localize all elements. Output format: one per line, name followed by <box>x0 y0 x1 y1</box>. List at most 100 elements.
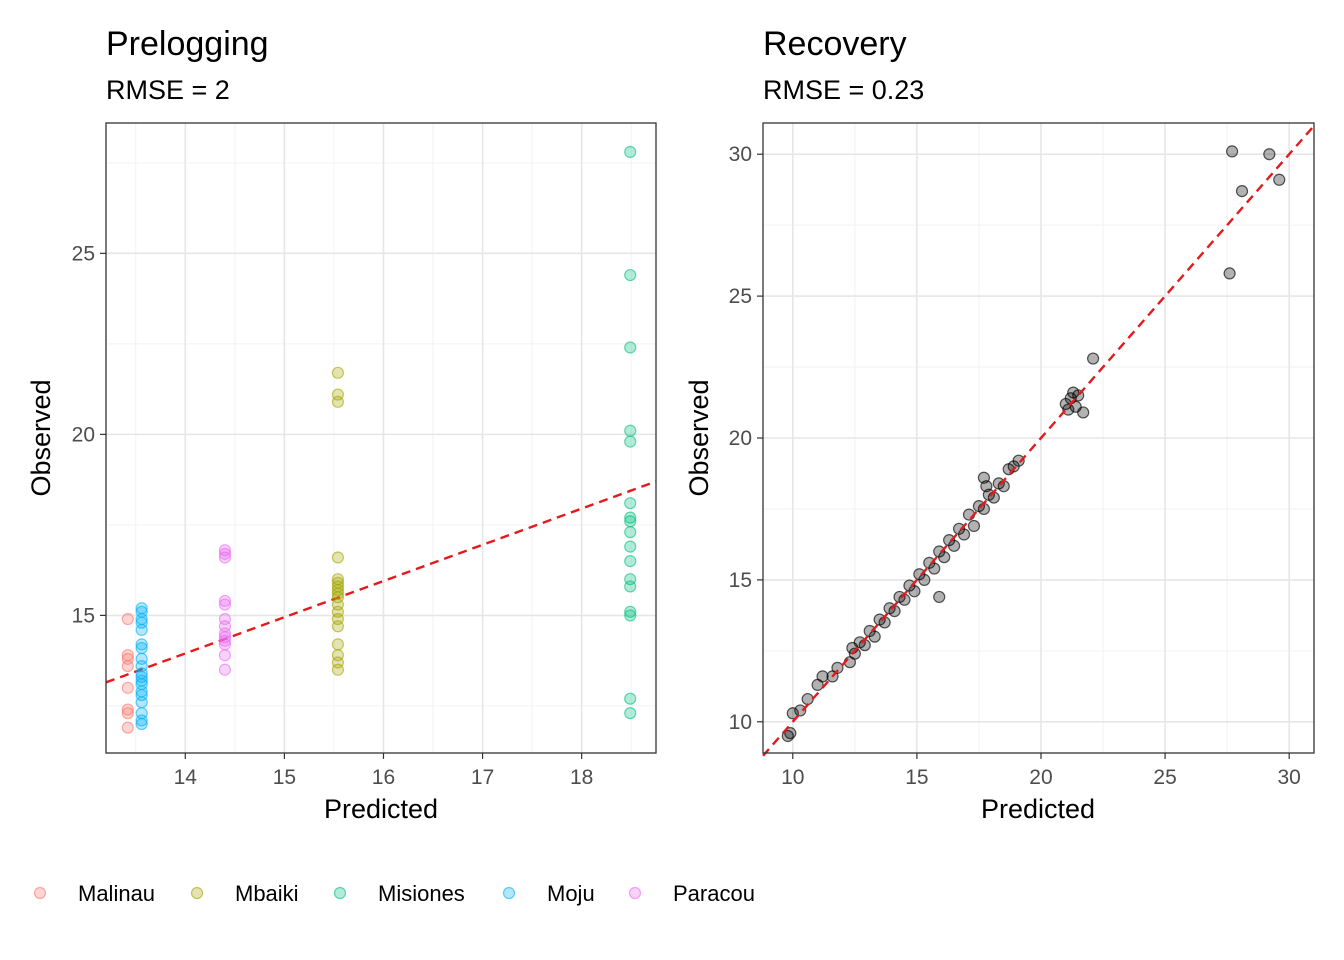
data-point <box>1225 145 1239 158</box>
x-tick-label: 25 <box>1153 766 1176 789</box>
data-point <box>786 707 799 720</box>
data-point-paracou <box>218 634 232 647</box>
data-point-mbaiki <box>331 551 344 564</box>
data-point-misiones <box>624 580 637 593</box>
fit-line <box>105 480 657 684</box>
data-point-misiones <box>624 605 637 618</box>
x-tick-label: 15 <box>273 766 296 789</box>
data-point-misiones <box>624 511 637 524</box>
data-point-moju <box>135 714 148 727</box>
data-point-misiones <box>624 526 637 539</box>
legend-key <box>33 886 47 900</box>
data-point-misiones <box>624 692 637 705</box>
x-axis-label: Predicted <box>981 794 1095 824</box>
data-point-paracou <box>218 594 232 608</box>
chart-subtitle: RMSE = 0.23 <box>763 75 924 105</box>
data-point-moju <box>135 717 148 731</box>
fit-line-dashed <box>762 125 1315 757</box>
data-point-misiones <box>624 497 637 510</box>
legend-item-mbaiki: Mbaiki <box>190 881 299 906</box>
gridlines <box>763 123 1314 753</box>
data-point <box>831 661 844 674</box>
legend-label: Paracou <box>673 881 755 906</box>
data-point <box>987 491 1000 504</box>
legend-key <box>190 886 204 900</box>
y-axis-label: Observed <box>26 379 56 496</box>
data-point <box>888 605 901 618</box>
data-point <box>938 551 951 564</box>
data-point <box>967 519 981 533</box>
data-point <box>868 630 881 643</box>
data-point-misiones <box>624 555 637 568</box>
fit-line-dashed <box>105 480 657 684</box>
x-axis: 14 15 16 17 18 <box>174 753 593 789</box>
panel-recovery: Recovery RMSE = 0.23 10 15 20 25 30 10 15 20 25… <box>684 25 1315 824</box>
data-point-paracou <box>218 551 232 564</box>
data-point-mbaiki <box>331 395 344 408</box>
legend-label: Misiones <box>378 881 465 906</box>
data-points <box>121 145 637 734</box>
data-point-misiones <box>624 341 637 354</box>
plot-frame <box>105 122 657 754</box>
chart-subtitle: RMSE = 2 <box>106 75 230 105</box>
data-point-misiones <box>624 515 637 528</box>
data-point-mbaiki <box>331 620 344 633</box>
legend-item-paracou: Paracou <box>628 881 755 906</box>
data-point <box>980 480 993 493</box>
y-axis-label: Observed <box>684 379 714 496</box>
legend-item-malinau: Malinau <box>33 881 155 906</box>
chart-title: Prelogging <box>106 25 269 63</box>
data-point-moju <box>135 696 148 709</box>
data-point <box>1223 267 1236 280</box>
data-point-malinau <box>121 721 134 734</box>
data-point-malinau <box>121 681 134 694</box>
data-point-mbaiki <box>331 366 344 379</box>
data-point <box>898 593 911 606</box>
data-point-misiones <box>624 145 637 159</box>
data-point <box>848 647 861 660</box>
y-tick-label: 20 <box>72 423 95 446</box>
y-tick-label: 20 <box>729 427 752 450</box>
data-point <box>1087 352 1100 365</box>
data-point <box>928 562 941 575</box>
legend-label: Moju <box>547 881 595 906</box>
y-tick-label: 30 <box>729 143 752 166</box>
y-axis: 15 20 25 <box>72 242 106 627</box>
data-point-paracou <box>218 598 232 611</box>
data-point <box>858 639 871 652</box>
data-point-paracou <box>218 649 232 662</box>
data-point-misiones <box>624 707 637 720</box>
y-axis: 10 15 20 25 30 <box>729 143 763 734</box>
legend: Malinau Mbaiki Misiones Moju Paracou <box>33 881 755 906</box>
y-tick-label: 15 <box>729 569 752 592</box>
data-point <box>794 704 807 717</box>
data-point <box>1263 148 1276 161</box>
data-point <box>933 590 946 604</box>
data-points <box>781 145 1286 743</box>
data-point-mbaiki <box>331 638 344 651</box>
x-tick-label: 17 <box>471 766 494 789</box>
data-point <box>977 502 990 516</box>
data-point <box>918 573 931 586</box>
x-tick-label: 15 <box>905 766 928 789</box>
data-point <box>1273 173 1286 186</box>
data-point <box>816 670 829 683</box>
legend-label: Mbaiki <box>235 881 299 906</box>
x-tick-label: 20 <box>1029 766 1052 789</box>
data-point <box>908 585 921 598</box>
gridlines <box>106 123 656 753</box>
y-tick-label: 10 <box>729 711 752 734</box>
data-point-misiones <box>624 424 637 437</box>
data-point-misiones <box>624 609 637 622</box>
data-point-moju <box>135 638 148 651</box>
legend-key <box>502 886 516 900</box>
data-point-misiones <box>624 435 637 448</box>
fit-line <box>762 125 1315 757</box>
data-point <box>784 727 797 740</box>
chart-title: Recovery <box>763 25 907 63</box>
data-point <box>948 539 961 552</box>
x-tick-label: 30 <box>1278 766 1301 789</box>
legend-item-moju: Moju <box>502 881 595 906</box>
data-point-misiones <box>624 540 637 553</box>
y-tick-label: 25 <box>72 242 95 265</box>
